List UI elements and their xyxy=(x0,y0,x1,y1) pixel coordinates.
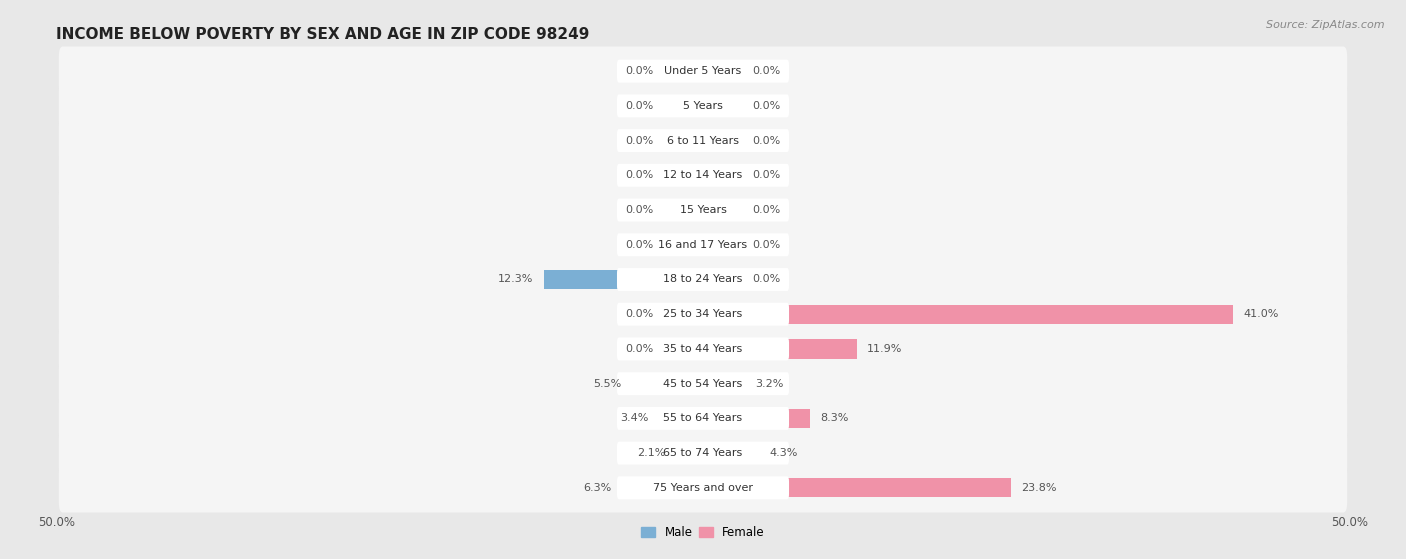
Text: 0.0%: 0.0% xyxy=(626,66,654,76)
Bar xyxy=(703,374,744,393)
Text: 45 to 54 Years: 45 to 54 Years xyxy=(664,378,742,389)
Bar xyxy=(631,374,703,393)
Text: 0.0%: 0.0% xyxy=(752,66,780,76)
FancyBboxPatch shape xyxy=(59,116,1347,165)
FancyBboxPatch shape xyxy=(59,255,1347,304)
Text: 8.3%: 8.3% xyxy=(821,414,849,423)
Text: 15 Years: 15 Years xyxy=(679,205,727,215)
FancyBboxPatch shape xyxy=(59,394,1347,443)
Bar xyxy=(664,166,703,185)
Text: 12.3%: 12.3% xyxy=(498,274,533,285)
Text: 65 to 74 Years: 65 to 74 Years xyxy=(664,448,742,458)
Text: 11.9%: 11.9% xyxy=(868,344,903,354)
FancyBboxPatch shape xyxy=(59,428,1347,478)
Bar xyxy=(664,305,703,324)
Text: INCOME BELOW POVERTY BY SEX AND AGE IN ZIP CODE 98249: INCOME BELOW POVERTY BY SEX AND AGE IN Z… xyxy=(56,27,589,42)
FancyBboxPatch shape xyxy=(59,46,1347,96)
Bar xyxy=(659,409,703,428)
Text: 3.2%: 3.2% xyxy=(755,378,783,389)
Text: 75 Years and over: 75 Years and over xyxy=(652,483,754,493)
Text: 0.0%: 0.0% xyxy=(752,136,780,145)
Text: 0.0%: 0.0% xyxy=(626,101,654,111)
Text: 4.3%: 4.3% xyxy=(769,448,797,458)
Bar xyxy=(703,61,742,80)
FancyBboxPatch shape xyxy=(617,129,789,152)
Text: 0.0%: 0.0% xyxy=(626,136,654,145)
FancyBboxPatch shape xyxy=(617,233,789,256)
Text: 0.0%: 0.0% xyxy=(626,344,654,354)
Text: 12 to 14 Years: 12 to 14 Years xyxy=(664,170,742,181)
FancyBboxPatch shape xyxy=(617,407,789,430)
Bar xyxy=(703,479,1011,498)
Text: 6.3%: 6.3% xyxy=(583,483,612,493)
Bar xyxy=(676,444,703,463)
Bar xyxy=(664,201,703,220)
Text: Source: ZipAtlas.com: Source: ZipAtlas.com xyxy=(1267,20,1385,30)
FancyBboxPatch shape xyxy=(617,198,789,221)
Text: 0.0%: 0.0% xyxy=(752,205,780,215)
FancyBboxPatch shape xyxy=(617,442,789,465)
Text: 18 to 24 Years: 18 to 24 Years xyxy=(664,274,742,285)
Bar xyxy=(664,235,703,254)
Text: 25 to 34 Years: 25 to 34 Years xyxy=(664,309,742,319)
Text: 5.5%: 5.5% xyxy=(593,378,621,389)
FancyBboxPatch shape xyxy=(617,476,789,499)
Bar xyxy=(703,96,742,115)
Text: 0.0%: 0.0% xyxy=(626,240,654,250)
Text: 0.0%: 0.0% xyxy=(752,101,780,111)
Text: 16 and 17 Years: 16 and 17 Years xyxy=(658,240,748,250)
Bar xyxy=(703,201,742,220)
FancyBboxPatch shape xyxy=(617,94,789,117)
Bar xyxy=(703,444,759,463)
Bar xyxy=(664,61,703,80)
Text: Under 5 Years: Under 5 Years xyxy=(665,66,741,76)
Bar xyxy=(664,96,703,115)
Text: 23.8%: 23.8% xyxy=(1021,483,1057,493)
FancyBboxPatch shape xyxy=(617,164,789,187)
FancyBboxPatch shape xyxy=(617,268,789,291)
Bar xyxy=(703,166,742,185)
Bar xyxy=(664,339,703,358)
Text: 0.0%: 0.0% xyxy=(626,205,654,215)
Legend: Male, Female: Male, Female xyxy=(637,522,769,544)
Bar xyxy=(544,270,703,289)
Bar xyxy=(621,479,703,498)
FancyBboxPatch shape xyxy=(59,151,1347,200)
Text: 0.0%: 0.0% xyxy=(626,170,654,181)
Bar xyxy=(664,131,703,150)
Text: 0.0%: 0.0% xyxy=(626,309,654,319)
Text: 41.0%: 41.0% xyxy=(1244,309,1279,319)
Text: 35 to 44 Years: 35 to 44 Years xyxy=(664,344,742,354)
FancyBboxPatch shape xyxy=(59,290,1347,339)
FancyBboxPatch shape xyxy=(59,359,1347,408)
FancyBboxPatch shape xyxy=(59,463,1347,513)
FancyBboxPatch shape xyxy=(59,81,1347,131)
Text: 5 Years: 5 Years xyxy=(683,101,723,111)
FancyBboxPatch shape xyxy=(617,372,789,395)
Text: 0.0%: 0.0% xyxy=(752,240,780,250)
Bar xyxy=(703,409,810,428)
Text: 2.1%: 2.1% xyxy=(637,448,665,458)
Text: 6 to 11 Years: 6 to 11 Years xyxy=(666,136,740,145)
Bar xyxy=(703,131,742,150)
FancyBboxPatch shape xyxy=(617,303,789,326)
Text: 3.4%: 3.4% xyxy=(620,414,648,423)
FancyBboxPatch shape xyxy=(59,186,1347,235)
FancyBboxPatch shape xyxy=(59,220,1347,269)
FancyBboxPatch shape xyxy=(617,60,789,83)
Text: 55 to 64 Years: 55 to 64 Years xyxy=(664,414,742,423)
Bar xyxy=(703,235,742,254)
FancyBboxPatch shape xyxy=(617,338,789,361)
Text: 0.0%: 0.0% xyxy=(752,274,780,285)
FancyBboxPatch shape xyxy=(59,324,1347,373)
Bar xyxy=(703,339,856,358)
Text: 0.0%: 0.0% xyxy=(752,170,780,181)
Bar xyxy=(703,270,742,289)
Bar xyxy=(703,305,1233,324)
